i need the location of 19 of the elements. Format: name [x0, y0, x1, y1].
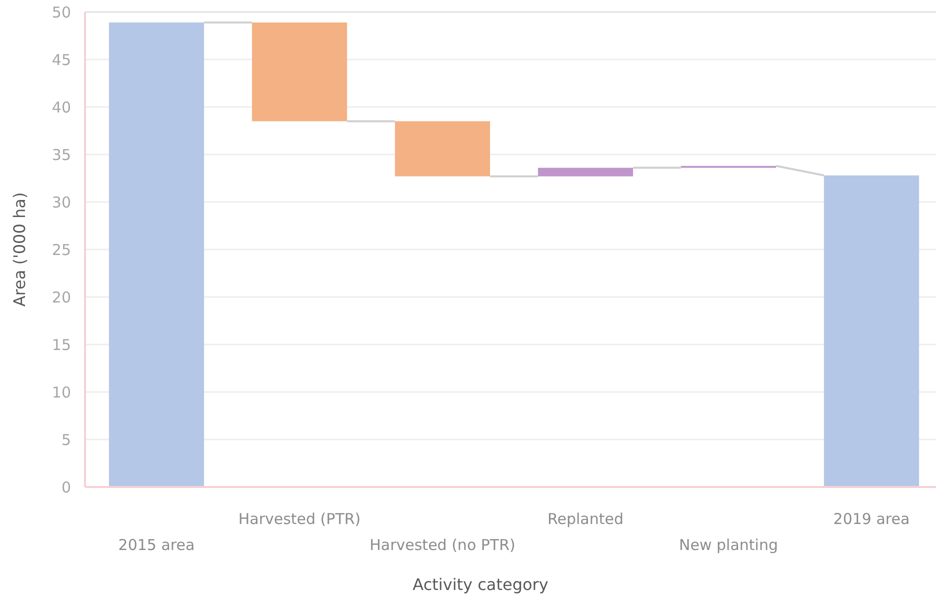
y-tick-label: 45	[52, 50, 71, 69]
y-tick-label: 50	[52, 3, 71, 22]
x-tick-label: 2015 area	[118, 536, 195, 554]
x-tick-label: Harvested (no PTR)	[370, 536, 516, 554]
y-tick-label: 10	[52, 383, 71, 402]
y-tick-label: 25	[52, 240, 71, 259]
y-tick-label: 5	[61, 430, 71, 449]
y-axis-title: Area ('000 ha)	[10, 192, 29, 307]
x-tick-label: 2019 area	[833, 510, 910, 528]
x-tick-label: Replanted	[548, 510, 624, 528]
x-axis-title: Activity category	[412, 575, 548, 594]
y-tick-label: 35	[52, 146, 71, 164]
y-tick-label: 20	[52, 288, 71, 306]
x-tick-label: Harvested (PTR)	[238, 510, 361, 528]
y-tick-label: 0	[61, 478, 71, 496]
y-tick-label: 30	[52, 193, 71, 212]
y-tick-label: 40	[52, 98, 71, 116]
x-tick-label: New planting	[679, 536, 778, 554]
y-tick-label: 15	[52, 336, 71, 354]
